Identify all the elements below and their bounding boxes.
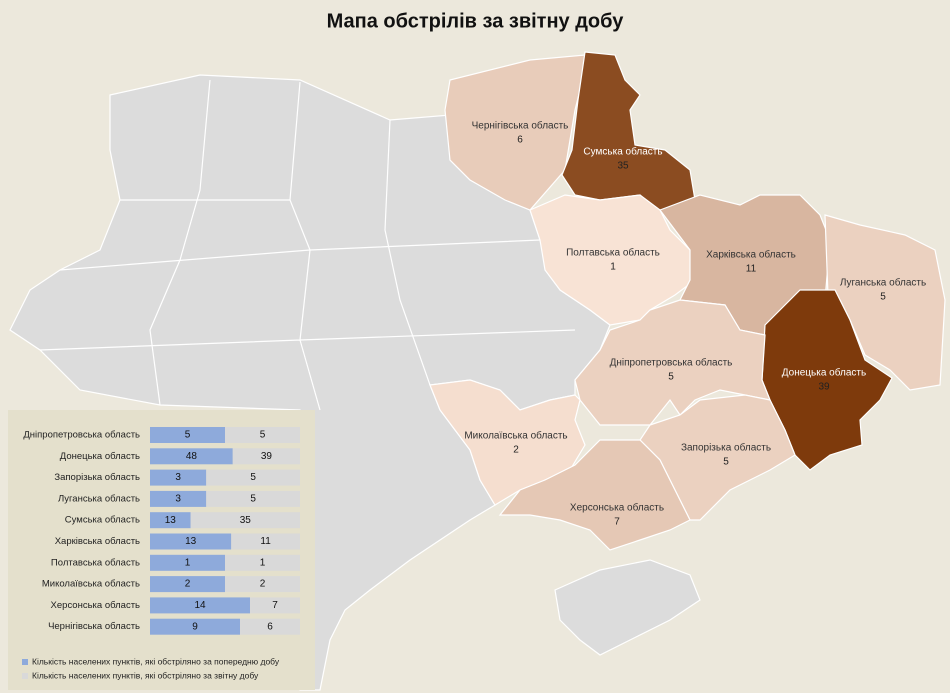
bar-segment — [232, 448, 300, 465]
category-label: Донецька область — [60, 451, 140, 462]
bar-segment — [150, 597, 250, 614]
region-name: Сумська область — [583, 146, 662, 158]
region — [498, 439, 691, 551]
region-borders — [39, 79, 576, 411]
bar-segment — [150, 533, 232, 550]
category-label: Полтавська область — [51, 557, 140, 568]
region-name: Херсонська область — [570, 502, 664, 514]
category-label: Сумська область — [65, 515, 140, 526]
value-label: 13 — [185, 536, 197, 547]
region-name: Дніпропетровська область — [610, 357, 733, 369]
region-value: 2 — [513, 445, 519, 456]
region-value: 5 — [723, 457, 729, 468]
region — [444, 54, 586, 211]
value-label: 13 — [165, 515, 177, 526]
bar-segment — [150, 554, 225, 571]
legend-swatch — [22, 673, 28, 679]
region-value: 6 — [517, 135, 523, 146]
bar-segment — [150, 618, 240, 635]
bar-segment — [150, 427, 225, 443]
region-value: 39 — [818, 382, 830, 393]
value-label: 2 — [185, 579, 191, 590]
value-label: 3 — [175, 494, 181, 505]
category-label: Луганська область — [58, 493, 140, 504]
region-name: Чернігівська область — [472, 120, 569, 132]
bar-segment — [240, 618, 300, 635]
value-label: 7 — [272, 600, 278, 611]
category-label: Дніпропетровська область — [23, 430, 140, 441]
legend-swatch — [22, 659, 28, 665]
value-label: 5 — [250, 494, 256, 505]
bar-segment — [206, 490, 300, 507]
value-label: 39 — [261, 451, 273, 462]
bar-segment — [250, 597, 300, 614]
category-label: Миколаївська область — [42, 579, 140, 590]
bar-segment — [206, 469, 300, 486]
bar-segment — [190, 512, 300, 529]
legend-label: Кількість населених пунктів, які обстріл… — [32, 656, 280, 666]
bar-segment — [150, 448, 233, 465]
bar-segment — [150, 469, 207, 486]
value-label: 1 — [185, 557, 191, 568]
region — [529, 194, 696, 326]
regions: Чернігівська область 6 Сумська область 35 По… — [429, 51, 946, 551]
region-value: 7 — [614, 517, 620, 528]
category-label: Запорізька область — [54, 472, 140, 483]
category-label: Харківська область — [55, 536, 140, 547]
region-value: 5 — [668, 372, 674, 383]
bar-segment — [225, 554, 300, 571]
bar-segment — [150, 490, 207, 507]
bar-segment — [150, 576, 225, 593]
legend-label: Кількість населених пунктів, які обстріл… — [32, 670, 259, 680]
region — [429, 379, 586, 506]
region-name: Харківська область — [706, 249, 796, 261]
title: Мапа обстрілів за звітну добу — [327, 10, 625, 32]
value-label: 5 — [260, 430, 266, 441]
value-label: 35 — [240, 515, 252, 526]
bar-segment — [231, 533, 300, 550]
value-label: 2 — [260, 579, 266, 590]
value-label: 1 — [260, 557, 266, 568]
bar-segment — [225, 576, 300, 593]
value-label: 14 — [194, 600, 206, 611]
value-label: 9 — [192, 621, 198, 632]
crimea — [554, 559, 701, 656]
category-label: Чернігівська область — [48, 621, 140, 632]
bar-segment — [150, 512, 191, 529]
value-label: 6 — [267, 621, 273, 632]
region-name: Полтавська область — [566, 247, 660, 259]
value-label: 11 — [260, 536, 271, 547]
value-label: 5 — [250, 472, 256, 483]
region-name: Миколаївська область — [464, 430, 567, 442]
region-value: 5 — [880, 292, 886, 303]
region-value: 35 — [617, 161, 629, 172]
region-name: Луганська область — [840, 277, 926, 289]
region — [574, 299, 771, 426]
category-label: Херсонська область — [51, 600, 141, 611]
region-name: Донецька область — [782, 367, 866, 379]
region-value: 11 — [746, 264, 757, 275]
region-name: Запорізька область — [681, 442, 771, 454]
value-label: 5 — [185, 430, 191, 441]
value-label: 3 — [175, 472, 181, 483]
region-value: 1 — [610, 262, 616, 273]
value-label: 48 — [186, 451, 198, 462]
bar-chart: Дніпропетровська область 5 5 Донецька облас… — [22, 427, 300, 680]
bar-segment — [225, 427, 300, 443]
